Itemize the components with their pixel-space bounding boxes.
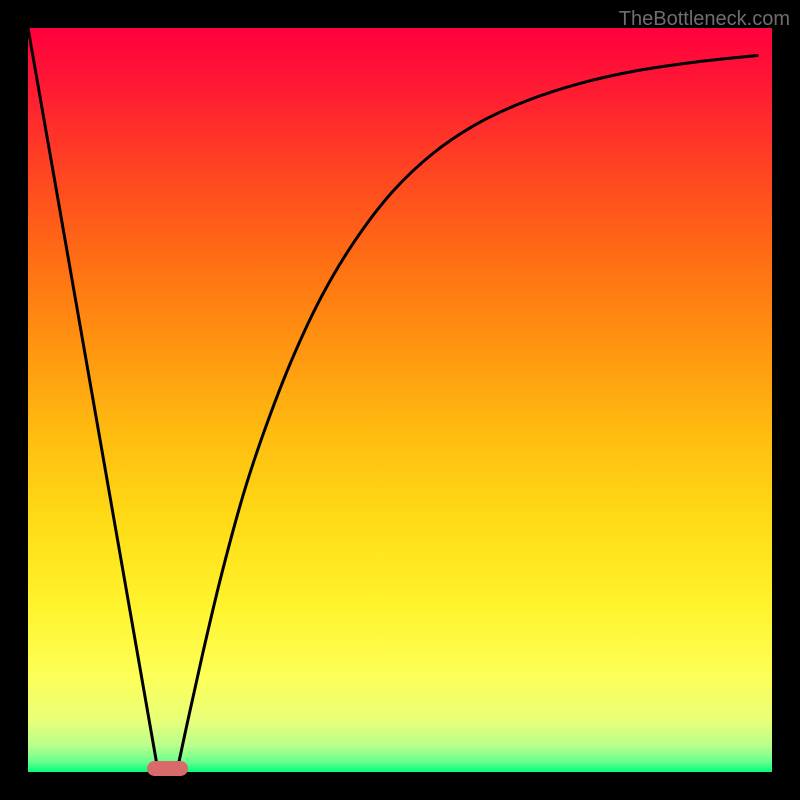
left-line	[28, 28, 158, 772]
curve-layer	[28, 28, 772, 772]
chart-container: TheBottleneck.com	[0, 0, 800, 800]
watermark-text: TheBottleneck.com	[619, 8, 790, 31]
plot-area	[28, 28, 772, 772]
min-marker	[147, 761, 188, 776]
right-curve	[177, 56, 757, 772]
